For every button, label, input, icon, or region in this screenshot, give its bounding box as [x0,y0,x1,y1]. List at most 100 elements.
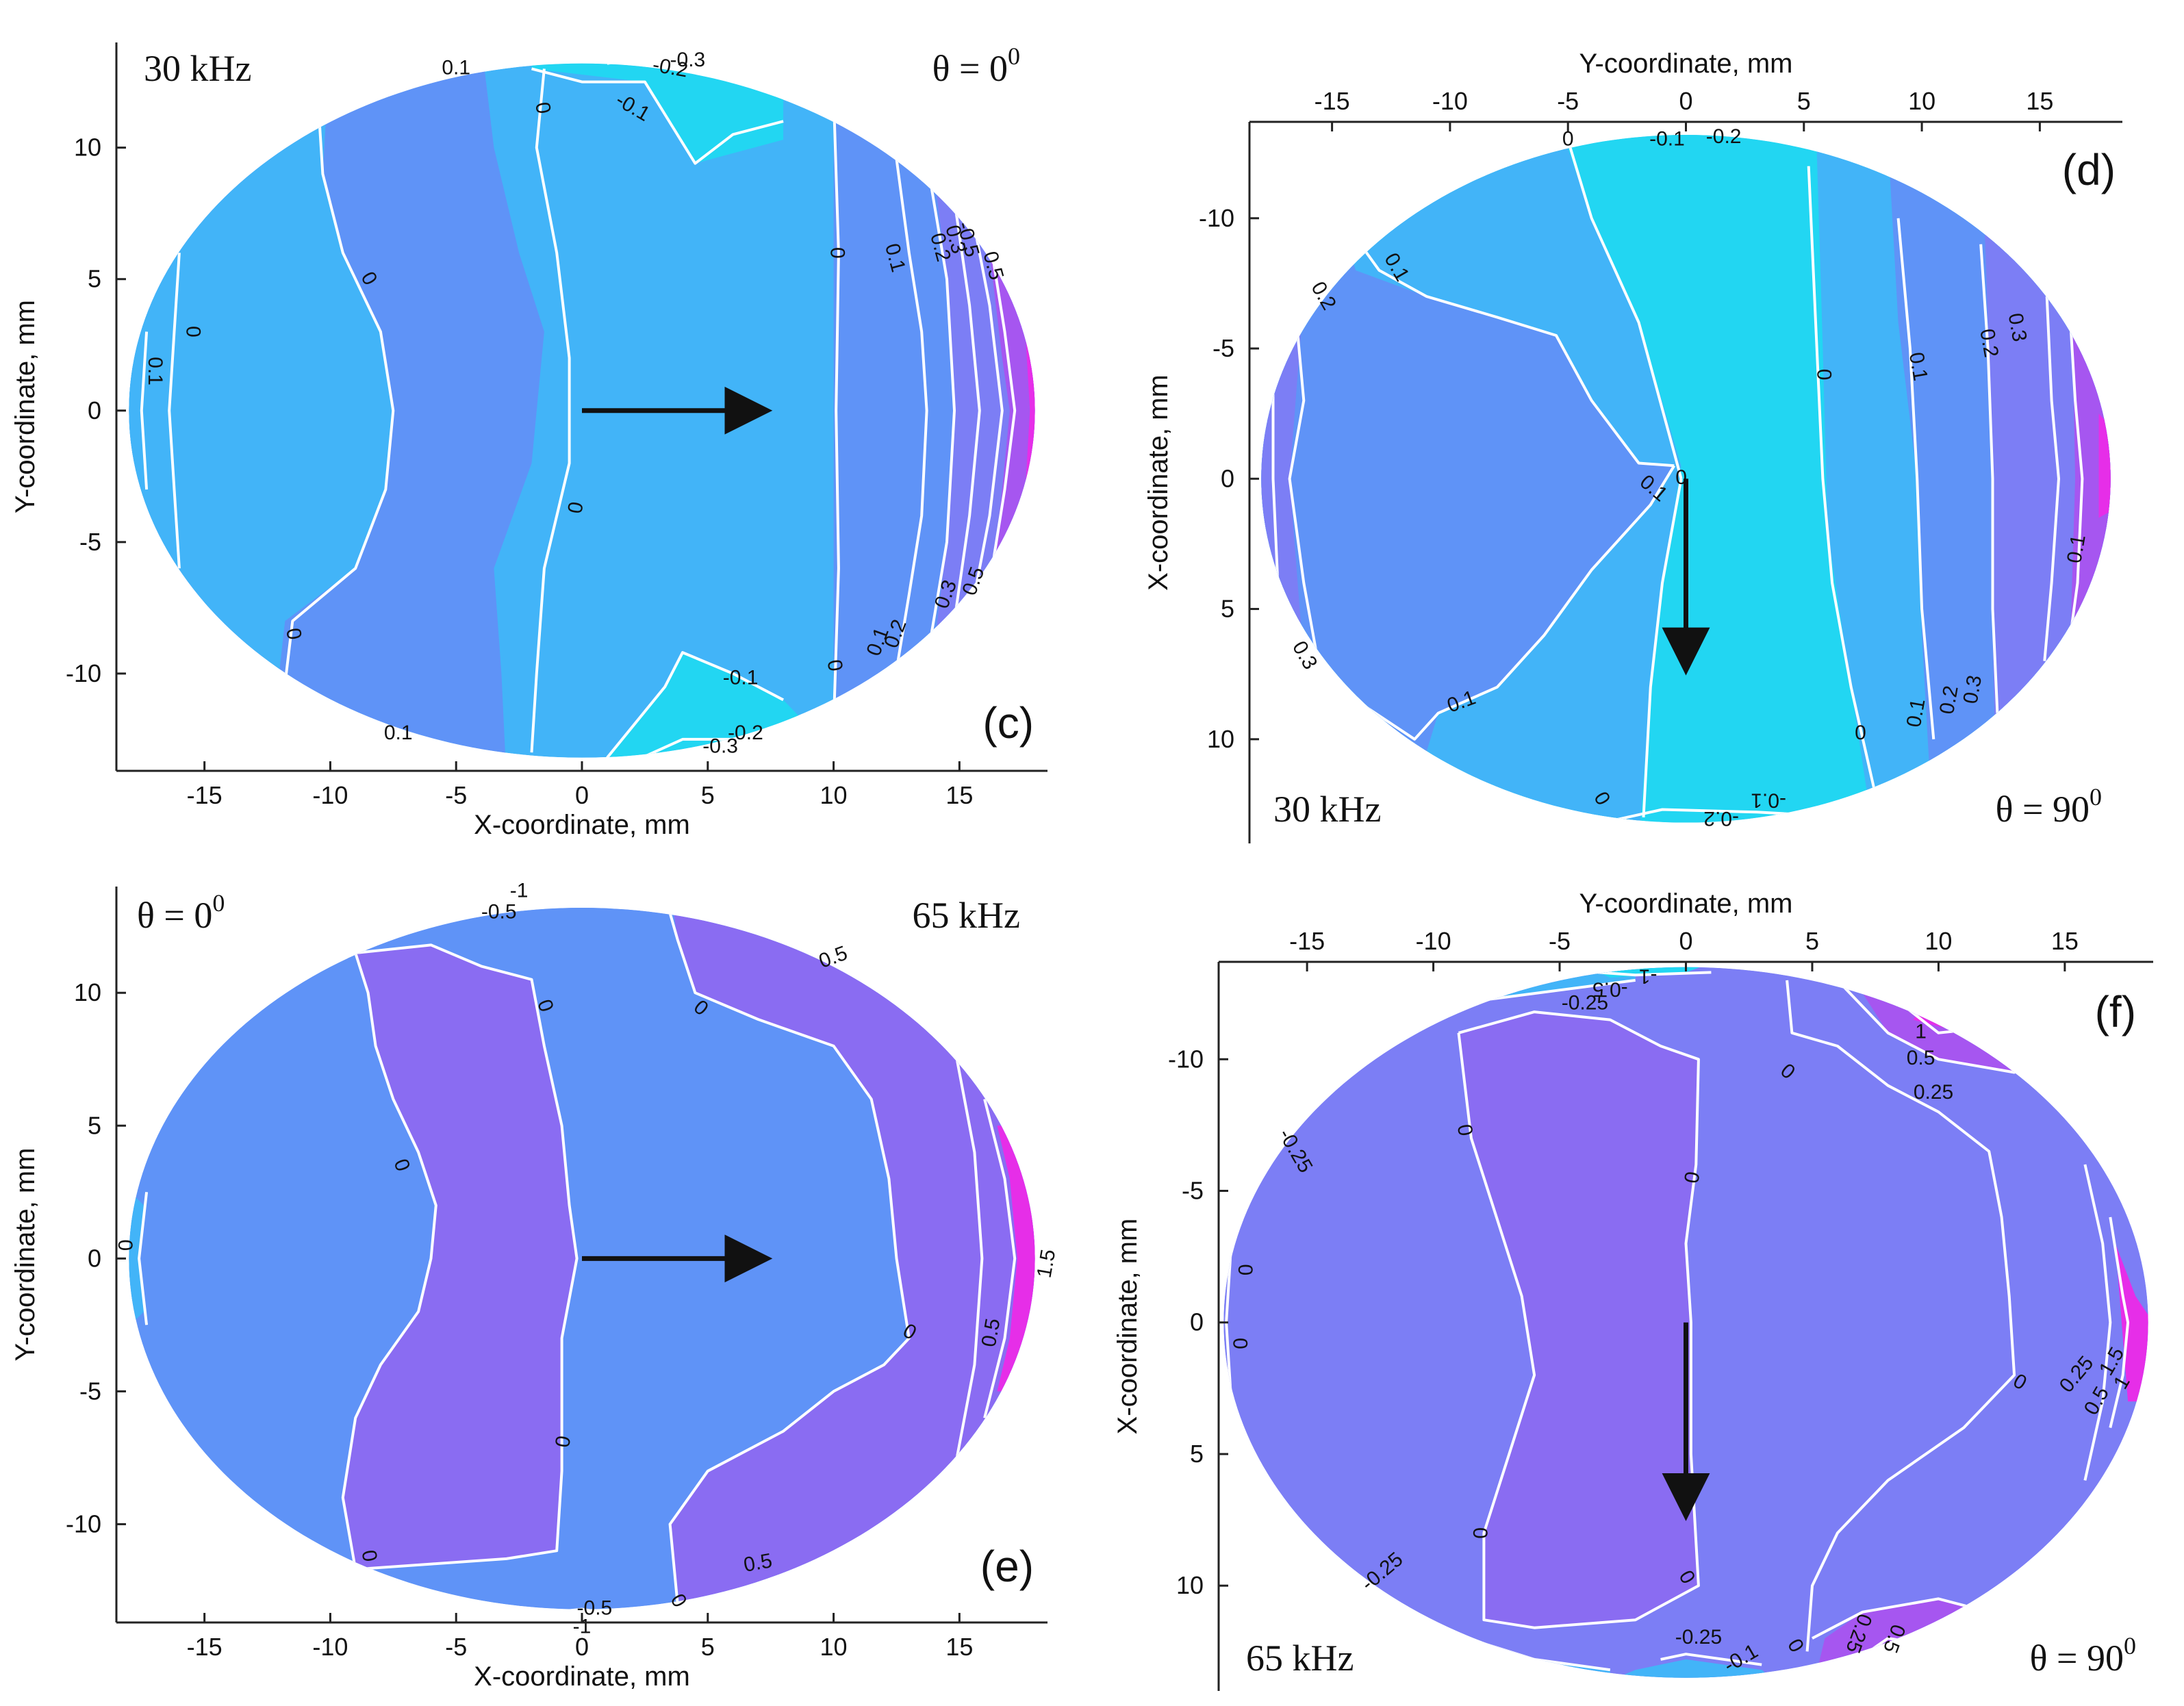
x-tick-label: 10 [1908,87,1935,115]
contour-band-violet [1458,1012,1699,1628]
contour-line [1896,218,1935,739]
contour-value-label: 0.25 [1914,1081,1953,1104]
y-tick-label: 0 [1190,1308,1204,1336]
contour-line [2109,1217,2130,1428]
contour-value-label: 0 [1229,1338,1252,1349]
angle-degree: 0 [2124,1632,2136,1659]
contour-value-label: -0.1 [1649,128,1685,151]
contour-line [2069,322,2084,635]
y-tick-label: -5 [1182,1176,1204,1204]
contour-value-label: 0.3 [1959,674,1986,706]
contour-band-violet [342,945,577,1570]
y-tick-label: 5 [88,1111,101,1139]
x-axis-label: Y-coordinate, mm [1579,889,1793,919]
contour-value-label: -0.25 [1675,1626,1722,1648]
x-axis-label: X-coordinate, mm [474,1662,690,1692]
contour-band-magenta [1022,63,1035,758]
contour-value-label: 0 [1855,722,1866,744]
x-tick-label: -10 [1416,927,1451,955]
contour-value-label: -0.5 [481,901,517,924]
x-tick-label: 10 [820,781,848,809]
x-tick-label: -5 [1557,87,1579,115]
contour-value-label: 1 [1915,1021,1927,1043]
contour-line [973,226,1004,595]
contour-line [1979,244,1999,713]
y-tick-label: 10 [1176,1571,1204,1599]
contour-value-label: 0.5 [978,1316,1005,1349]
contour-line [991,252,1017,569]
y-axis-label: Y-coordinate, mm [10,300,40,513]
angle-degree: 0 [2090,783,2102,811]
contour-line [1807,166,1877,792]
contour-value-label: 0.3 [2004,311,2031,344]
x-axis-label: X-coordinate, mm [474,810,690,840]
contour-value-label: -0.1 [723,666,759,689]
contour-value-label: 0 [1469,1527,1491,1539]
x-ticks: -15 -10 -5 0 5 10 15 [1315,87,2053,131]
contour-value-label: -0.25 [1562,991,1608,1014]
contour-line [890,120,928,700]
frequency-label: 30 kHz [144,48,251,89]
frequency-label: 65 kHz [913,895,1020,936]
angle-degree: 0 [212,889,225,917]
x-axis-label: Y-coordinate, mm [1579,49,1793,79]
contour-value-label: 0.1 [1903,697,1930,729]
x-tick-label: -15 [1289,927,1325,955]
contour-line [140,331,149,490]
contour-line [168,253,181,569]
panel-label: (f) [2095,987,2136,1036]
contour-value-label: 0.2 [1975,327,2003,359]
contour-value-label: 0.1 [384,722,413,744]
panel-d: 0 -0.1 -0.20.10.200.10.10.30 -0.1-0.20 0.10.… [1143,49,2122,843]
contour-line [1642,478,1683,818]
contour-value-label: 0 [531,101,555,116]
x-tick-label: -15 [187,1633,223,1661]
contour-band-purple [2063,135,2111,823]
contour-value-label: -1 [1639,965,1658,987]
contour-line [2043,296,2060,661]
y-tick-label: -10 [66,1510,101,1538]
x-tick-label: 10 [820,1633,848,1661]
x-tick-label: 10 [1925,927,1952,955]
y-tick-label: 5 [88,265,101,293]
contour-band-cornflower [1261,135,1675,823]
contour-line [278,94,395,726]
contour-line [928,173,956,648]
contour-line [606,651,785,758]
x-tick-label: -5 [1549,927,1571,955]
x-tick-label: 0 [1679,87,1692,115]
contour-line [1786,980,2016,1652]
contour-line [953,200,981,622]
contour-line [983,1099,1017,1418]
panel-label: (e) [980,1542,1034,1591]
y-ticks: 10 5 0 -5 -10 [66,133,126,687]
contour-band-purple [783,908,909,951]
contour-value-label: -0.2 [728,722,763,744]
x-tick-label: -15 [187,781,223,809]
contour-value-label: -0.1 [1751,789,1786,811]
y-axis-label: X-coordinate, mm [1143,374,1173,591]
contour-value-label: 0 [1562,128,1574,151]
contour-value-label: 0 [826,247,848,259]
x-tick-label: 0 [575,1633,589,1661]
contour-line [1566,140,1683,479]
contour-line [668,913,911,1604]
contour-band-magenta [2098,413,2111,518]
y-tick-label: 0 [1221,464,1234,492]
y-tick-label: 0 [88,396,101,424]
x-tick-label: 15 [2051,927,2079,955]
contour-line [330,746,507,758]
contour-value-label: 0.1 [442,56,470,79]
angle-degree: 0 [1008,42,1020,70]
angle-label: θ = 900 [1996,783,2102,830]
angle-value: θ = 0 [932,48,1008,89]
contour-value-label: 0.2 [1935,684,1963,716]
x-tick-label: 15 [945,1633,973,1661]
contour-value-label: -1 [510,880,529,902]
contour-line [1331,465,1676,741]
y-tick-label: 10 [74,133,101,162]
x-tick-label: 5 [701,781,715,809]
y-tick-label: 0 [88,1244,101,1272]
